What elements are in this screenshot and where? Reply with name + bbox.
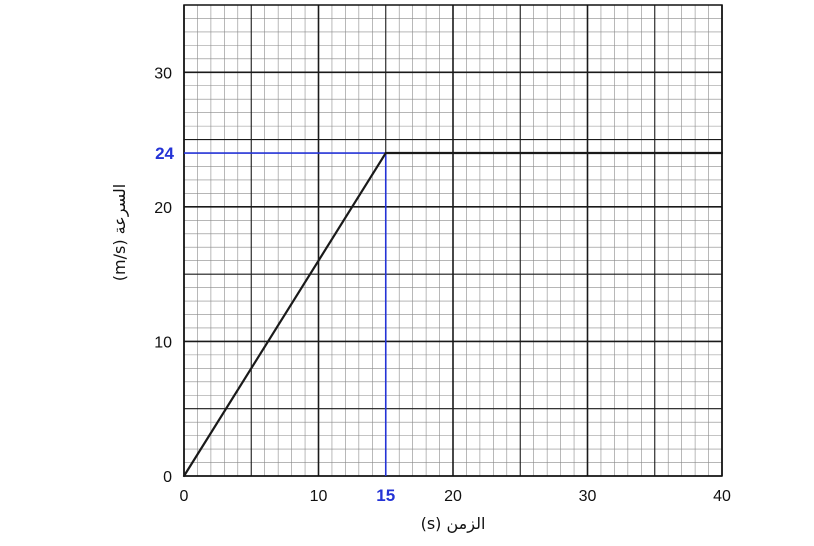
y-tick-label: 0	[163, 469, 172, 486]
x-tick-label: 10	[310, 488, 328, 505]
y-tick-label: 30	[154, 65, 172, 82]
y-tick-label: 20	[154, 200, 172, 217]
series-group	[182, 151, 724, 478]
highlight-y-label: 24	[155, 144, 174, 163]
x-tick-label: 20	[444, 488, 462, 505]
y-axis-label: السرعة (m/s)	[110, 184, 130, 281]
x-tick-label: 0	[180, 488, 189, 505]
series-line-segment	[182, 151, 387, 478]
y-axis-ticks: 0 10 20 30	[154, 65, 172, 486]
x-tick-label: 40	[713, 488, 731, 505]
plot-frame	[183, 4, 723, 477]
highlight-x-label: 15	[376, 486, 395, 505]
y-tick-label: 10	[154, 334, 172, 351]
x-axis-label: الزمن (s)	[421, 514, 486, 534]
highlight-guides	[184, 152, 387, 476]
x-tick-label: 30	[579, 488, 597, 505]
minor-grid	[184, 5, 722, 476]
x-axis-ticks: 0 10 20 30 40	[180, 488, 731, 505]
